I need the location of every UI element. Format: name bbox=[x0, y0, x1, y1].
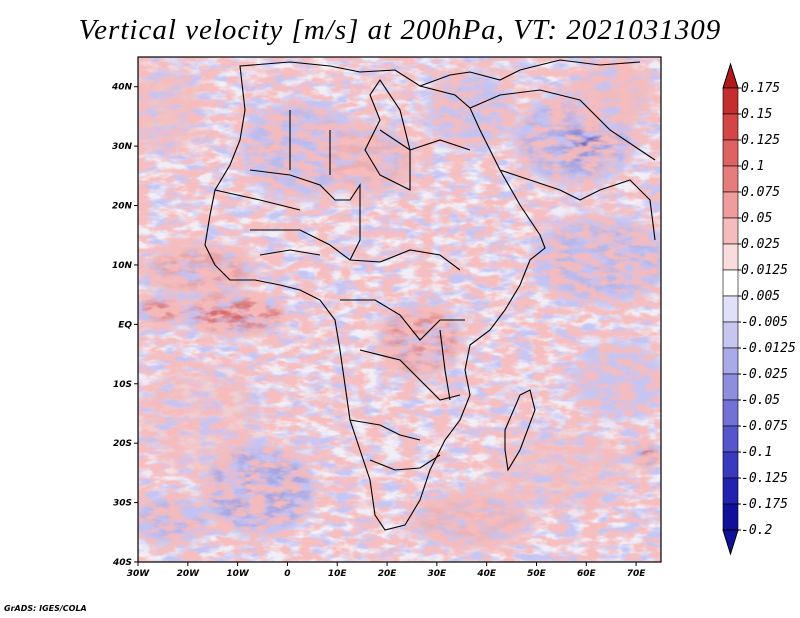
colorbar-bin bbox=[722, 87, 739, 115]
lat-label: 40S bbox=[112, 558, 132, 568]
colorbar-bin bbox=[722, 191, 739, 219]
colorbar-label: -0.075 bbox=[741, 419, 788, 434]
lat-label: 30N bbox=[112, 142, 133, 152]
credit-text: GrADS: IGES/COLA bbox=[4, 604, 87, 613]
colorbar-bin bbox=[722, 503, 739, 531]
lat-label: 10S bbox=[113, 380, 132, 390]
lon-label: 60E bbox=[577, 569, 597, 579]
colorbar-label: 0.15 bbox=[741, 107, 772, 122]
colorbar-label: -0.175 bbox=[741, 497, 788, 512]
colorbar-bin bbox=[722, 217, 739, 245]
colorbar-label: 0.125 bbox=[741, 133, 780, 148]
colorbar-bin bbox=[722, 347, 739, 375]
colorbar-bin bbox=[722, 165, 739, 193]
colorbar-label: 0.0125 bbox=[741, 263, 788, 278]
lat-label: 10N bbox=[112, 261, 133, 271]
lon-label: 10W bbox=[226, 569, 250, 579]
longitude-axis: 30W 20W 10W 0 10E 20E 30E 40E 50E 60E 70E bbox=[127, 562, 647, 579]
lon-label: 30W bbox=[127, 569, 151, 579]
colorbar-bin bbox=[722, 243, 739, 271]
map-title: Vertical velocity [m/s] at 200hPa, VT: 2… bbox=[78, 14, 722, 46]
colorbar-bottom-arrow bbox=[722, 529, 739, 556]
colorbar-label: 0.075 bbox=[741, 185, 780, 200]
velocity-field bbox=[138, 57, 661, 562]
lat-label: EQ bbox=[118, 320, 132, 330]
lon-label: 30E bbox=[428, 569, 448, 579]
colorbar-label: 0.025 bbox=[741, 237, 780, 252]
colorbar-label: 0.05 bbox=[741, 211, 772, 226]
colorbar-label: -0.0125 bbox=[741, 341, 796, 356]
colorbar-label: 0.1 bbox=[741, 159, 764, 174]
colorbar-bin bbox=[722, 425, 739, 453]
colorbar-bin bbox=[722, 295, 739, 323]
colorbar: 0.175 0.15 0.125 0.1 0.075 0.05 0.025 0.0125 0.0… bbox=[722, 62, 796, 556]
latitude-axis: 40N 30N 20N 10N EQ 10S 20S 30S 40S bbox=[111, 83, 138, 568]
colorbar-label: -0.005 bbox=[741, 315, 788, 330]
colorbar-bin bbox=[722, 373, 739, 401]
plot-frame bbox=[137, 56, 662, 563]
colorbar-label: -0.125 bbox=[741, 471, 788, 486]
colorbar-bin bbox=[722, 399, 739, 427]
colorbar-bin bbox=[722, 451, 739, 479]
lat-label: 40N bbox=[111, 83, 133, 93]
lon-label: 50E bbox=[527, 569, 547, 579]
colorbar-label: -0.1 bbox=[741, 445, 772, 460]
lon-label: 20E bbox=[378, 569, 398, 579]
colorbar-bin bbox=[722, 269, 739, 297]
colorbar-label: 0.005 bbox=[741, 289, 780, 304]
colorbar-bin bbox=[722, 139, 739, 167]
lon-label: 40E bbox=[476, 569, 497, 579]
coastlines bbox=[204, 59, 656, 531]
lon-label: 10E bbox=[328, 569, 348, 579]
colorbar-label: 0.175 bbox=[741, 81, 780, 96]
colorbar-label: -0.05 bbox=[741, 393, 780, 408]
lat-label: 30S bbox=[113, 499, 132, 509]
colorbar-label: -0.2 bbox=[741, 523, 772, 538]
lat-label: 20S bbox=[113, 439, 132, 449]
colorbar-top-arrow bbox=[722, 62, 739, 89]
lat-label: 20N bbox=[112, 202, 133, 212]
lon-label: 20W bbox=[177, 569, 201, 579]
lon-label: 70E bbox=[627, 569, 647, 579]
colorbar-label: -0.025 bbox=[741, 367, 788, 382]
lon-label: 0 bbox=[284, 569, 290, 579]
colorbar-bin bbox=[722, 321, 739, 349]
colorbar-bin bbox=[722, 113, 739, 141]
colorbar-bin bbox=[722, 477, 739, 505]
